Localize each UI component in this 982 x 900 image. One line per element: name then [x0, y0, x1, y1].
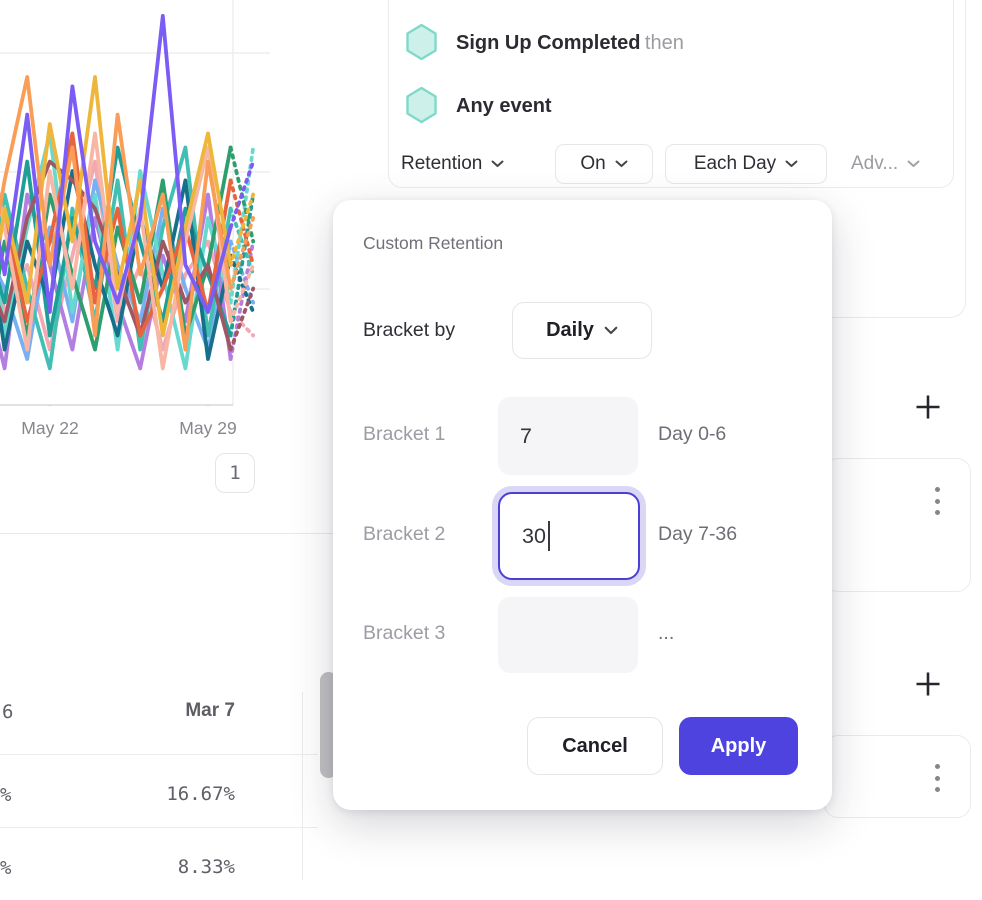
- kebab-dot: [934, 775, 940, 781]
- custom-retention-modal: Custom Retention Bracket by Daily Bracke…: [333, 200, 832, 810]
- bracket-2-value: 30: [522, 523, 546, 548]
- series-pink-forecast: [228, 310, 256, 338]
- bracket-interval-value: Daily: [546, 319, 594, 341]
- bracket-2-range: Day 7-36: [658, 523, 738, 545]
- bracket-2-label: Bracket 2: [363, 523, 446, 545]
- bracket-row-1: Bracket 1 7 Day 0-6: [333, 397, 832, 475]
- kebab-dot: [934, 487, 940, 492]
- each-day-dropdown-label: Each Day: [693, 153, 777, 174]
- kebab-dot: [934, 498, 940, 504]
- chevron-down-icon: [615, 160, 628, 168]
- chevron-down-icon: [604, 326, 618, 335]
- modal-title: Custom Retention: [363, 233, 504, 253]
- chevron-down-icon: [785, 160, 798, 168]
- retention-query-card: Sign Up Completed then Any event Retenti…: [388, 0, 954, 188]
- bracket-3-label: Bracket 3: [363, 622, 446, 644]
- chevron-down-icon: [491, 160, 504, 168]
- bracket-3-input[interactable]: [498, 597, 638, 673]
- retention-type-dropdown[interactable]: Retention: [401, 144, 504, 184]
- advanced-dropdown[interactable]: Adv...: [851, 144, 920, 184]
- table-cell-partial-1: %: [0, 784, 12, 806]
- chart-series-group: [0, 13, 256, 371]
- series-gold-forecast: [228, 192, 256, 267]
- table-row-divider-1: [0, 754, 318, 755]
- table-header-mar7: Mar 7: [185, 700, 235, 721]
- table-scrollbar-thumb[interactable]: [320, 672, 337, 778]
- add-metric-button-1[interactable]: [912, 391, 944, 423]
- plus-icon: [916, 395, 940, 419]
- kebab-dot: [934, 764, 940, 769]
- text-cursor: [547, 521, 550, 551]
- series-purple: [0, 13, 233, 314]
- return-event-label[interactable]: Any event: [456, 95, 552, 117]
- table-cell-partial-2: %: [0, 857, 12, 879]
- plus-icon: [916, 672, 940, 696]
- series-gold: [0, 75, 233, 338]
- retention-chart-svg: [0, 0, 270, 406]
- add-metric-button-2[interactable]: [912, 668, 944, 700]
- bracket-by-label: Bracket by: [363, 319, 456, 341]
- bracket-interval-dropdown[interactable]: Daily: [512, 302, 652, 359]
- advanced-dropdown-label: Adv...: [851, 153, 899, 174]
- event-hexagon-icon: [404, 23, 439, 66]
- bracket-3-range: ...: [658, 622, 675, 644]
- bracket-1-label: Bracket 1: [363, 423, 446, 445]
- series-redorange: [0, 131, 233, 338]
- each-day-dropdown[interactable]: Each Day: [665, 144, 827, 184]
- x-axis-label-may22: May 22: [21, 418, 79, 438]
- cancel-button[interactable]: Cancel: [527, 717, 663, 775]
- x-axis-label-may29: May 29: [179, 418, 237, 438]
- table-row-divider-2: [0, 827, 318, 828]
- table-cell-value-2: 8.33%: [177, 856, 235, 878]
- series-orange: [0, 75, 233, 352]
- table-column-divider: [302, 692, 303, 880]
- apply-button[interactable]: Apply: [679, 717, 798, 775]
- metric-card-2: [824, 735, 971, 818]
- bracket-1-input[interactable]: 7: [498, 397, 638, 475]
- series-purple-forecast: [228, 159, 256, 230]
- on-dropdown[interactable]: On: [555, 144, 653, 184]
- first-event-label[interactable]: Sign Up Completed: [456, 32, 641, 54]
- kebab-dot: [934, 787, 940, 792]
- series-orange-forecast: [228, 216, 256, 291]
- chart-page-button[interactable]: 1: [215, 453, 255, 493]
- bracket-row-2: Bracket 2 30 Day 7-36: [333, 492, 832, 580]
- bracket-1-value: 7: [520, 423, 532, 448]
- kebab-dot: [934, 510, 940, 515]
- retention-type-label: Retention: [401, 153, 483, 174]
- first-event-suffix: then: [644, 32, 684, 54]
- more-options-button-1[interactable]: [931, 487, 943, 515]
- table-header-partial: 6: [2, 701, 14, 723]
- chevron-down-icon: [907, 160, 920, 168]
- event-hexagon-icon: [404, 86, 439, 129]
- first-event-row[interactable]: Sign Up Completed then: [456, 32, 684, 55]
- table-cell-value-1: 16.67%: [166, 783, 235, 805]
- bracket-row-3: Bracket 3 ...: [333, 597, 832, 673]
- series-maroon-forecast: [228, 286, 256, 352]
- more-options-button-2[interactable]: [931, 764, 943, 792]
- bracket-2-input[interactable]: 30: [498, 492, 640, 580]
- on-dropdown-label: On: [580, 153, 606, 174]
- series-redorange-forecast: [228, 178, 256, 267]
- metric-card-1: [824, 458, 971, 592]
- return-event-row[interactable]: Any event: [456, 95, 552, 118]
- chart-table-divider: [0, 533, 346, 534]
- series-peach-forecast: [228, 263, 256, 324]
- bracket-1-range: Day 0-6: [658, 423, 727, 445]
